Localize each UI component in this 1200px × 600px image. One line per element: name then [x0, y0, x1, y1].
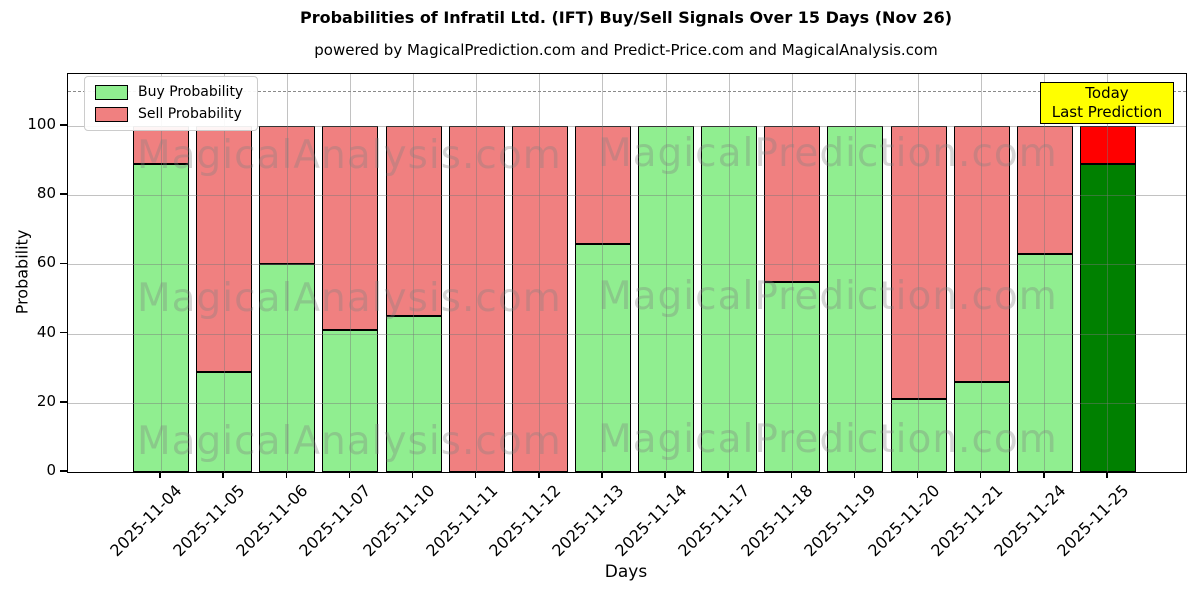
buy-swatch-icon	[95, 84, 128, 100]
x-gridline	[981, 74, 983, 472]
sell-bar-segment	[574, 125, 631, 244]
watermark-text: MagicalPrediction.com	[598, 274, 1058, 319]
buy-bar-segment	[764, 281, 821, 472]
x-tick-mark	[222, 471, 224, 478]
y-axis-label: Probability	[12, 229, 32, 315]
x-tick-mark	[979, 471, 982, 478]
x-tick-mark	[916, 471, 919, 478]
x-gridline	[349, 74, 351, 472]
x-gridline	[476, 74, 478, 472]
buy-bar-segment	[322, 330, 379, 472]
legend-label-buy: Buy Probability	[138, 84, 244, 100]
y-gridline	[68, 195, 1186, 197]
x-tick-mark	[348, 471, 351, 478]
buy-bar-segment	[259, 264, 316, 472]
sell-bar-segment	[385, 125, 442, 317]
buy-bar-segment	[638, 125, 695, 472]
y-tick-label: 20	[36, 391, 56, 410]
sell-bar-segment	[1016, 125, 1073, 254]
sell-bar-segment	[196, 125, 253, 372]
x-axis-label: Days	[604, 562, 648, 582]
sell-bar-segment	[1079, 125, 1136, 164]
x-tick-mark	[1043, 471, 1045, 478]
buy-bar-segment	[701, 125, 758, 472]
buy-bar-segment	[133, 163, 189, 472]
legend-item-sell: Sell Probability	[95, 106, 243, 122]
sell-swatch-icon	[95, 106, 128, 122]
sell-bar-segment	[890, 125, 947, 400]
y-gridline	[68, 264, 1186, 266]
x-gridline	[160, 74, 162, 472]
buy-bar-segment	[1079, 163, 1136, 472]
sell-bar-segment	[322, 125, 379, 331]
sell-bar-segment	[953, 125, 1010, 383]
legend-label-sell: Sell Probability	[138, 106, 242, 122]
x-tick-mark	[601, 471, 603, 478]
y-tick-label: 0	[46, 461, 56, 479]
sell-bar-segment	[259, 125, 316, 265]
y-tick-mark	[60, 470, 67, 472]
buy-bar-segment	[385, 316, 442, 472]
x-gridline	[286, 74, 288, 472]
x-gridline	[602, 74, 604, 472]
x-tick-mark	[853, 471, 856, 478]
legend: Buy Probability Sell Probability	[84, 76, 259, 131]
chart-title: Probabilities of Infratil Ltd. (IFT) Buy…	[299, 8, 953, 27]
x-gridline	[1044, 74, 1046, 472]
x-gridline	[223, 74, 225, 472]
x-tick-mark	[538, 471, 540, 478]
chart-subtitle: powered by MagicalPrediction.com and Pre…	[314, 41, 938, 59]
legend-item-buy: Buy Probability	[95, 84, 243, 100]
sell-bar-segment	[133, 125, 189, 164]
y-tick-label: 60	[36, 253, 56, 272]
buy-bar-segment	[953, 382, 1010, 472]
y-gridline	[68, 402, 1186, 404]
buy-bar-segment	[827, 125, 884, 472]
sell-bar-segment	[511, 125, 568, 472]
y-tick-mark	[60, 401, 67, 403]
x-gridline	[854, 74, 856, 472]
watermark-text: MagicalPrediction.com	[598, 131, 1058, 176]
y-gridline	[68, 125, 1186, 127]
sell-bar-segment	[448, 125, 505, 472]
threshold-dashed-line	[68, 91, 1186, 93]
x-gridline	[539, 74, 541, 472]
buy-bar-segment	[574, 243, 631, 472]
y-tick-mark	[60, 124, 67, 126]
x-gridline	[918, 74, 920, 472]
y-tick-label: 100	[27, 114, 56, 133]
sell-bar-segment	[764, 125, 821, 282]
x-tick-mark	[664, 471, 666, 478]
buy-bar-segment	[1016, 253, 1073, 472]
annotation-line-1: Today	[1085, 84, 1129, 102]
x-tick-mark	[411, 471, 414, 478]
buy-bar-segment	[196, 371, 253, 472]
x-gridline	[665, 74, 667, 472]
watermark-text: MagicalAnalysis.com	[137, 276, 562, 321]
x-gridline	[1107, 74, 1109, 472]
watermark-text: MagicalAnalysis.com	[137, 419, 562, 464]
today-annotation: Today Last Prediction	[1040, 82, 1174, 124]
plot-area: Buy Probability Sell Probability	[67, 73, 1187, 473]
y-tick-mark	[60, 262, 67, 265]
x-gridline	[791, 74, 793, 472]
x-tick-mark	[285, 471, 287, 478]
y-gridline	[68, 333, 1186, 335]
x-tick-mark	[727, 471, 729, 478]
x-gridline	[728, 74, 730, 472]
annotation-line-2: Last Prediction	[1051, 103, 1163, 121]
x-tick-mark	[474, 471, 477, 478]
x-tick-mark	[1106, 471, 1108, 478]
x-gridline	[413, 74, 415, 472]
y-tick-label: 40	[36, 322, 56, 341]
x-tick-mark	[790, 471, 793, 478]
watermark-text: MagicalAnalysis.com	[137, 133, 562, 178]
x-tick-mark	[159, 471, 161, 478]
watermark-text: MagicalPrediction.com	[598, 417, 1058, 462]
buy-bar-segment	[890, 399, 947, 472]
y-tick-label: 80	[36, 184, 56, 203]
y-tick-mark	[60, 193, 67, 195]
y-tick-mark	[60, 331, 67, 334]
